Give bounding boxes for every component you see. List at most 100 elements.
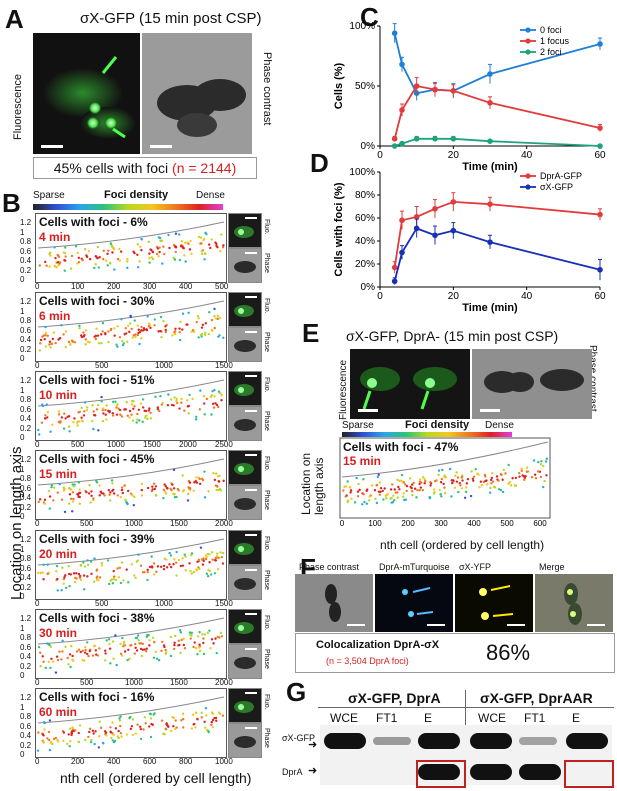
panel-e-density-colorbar bbox=[342, 432, 512, 437]
y-tick-label: 0.8 bbox=[20, 633, 32, 642]
y-tick-label: 1.2 bbox=[20, 376, 32, 385]
y-tick-label: 0.4 bbox=[20, 335, 32, 344]
scatter-point bbox=[382, 498, 385, 501]
legend-label: 2 foci bbox=[540, 47, 562, 57]
y-tick-label: 20% bbox=[355, 259, 375, 270]
highlight-box bbox=[416, 760, 466, 788]
panel-f-coloc-title: Colocalization DprA-σX bbox=[316, 639, 440, 651]
panel-g-lane-0: WCE bbox=[330, 711, 358, 725]
series-line bbox=[393, 200, 601, 268]
y-tick-label: 60% bbox=[355, 213, 375, 224]
y-tick-label: 0.8 bbox=[20, 237, 32, 246]
y-tick-label: 0.6 bbox=[20, 246, 32, 256]
row-time: 6 min bbox=[39, 309, 71, 323]
row-time: 20 min bbox=[39, 547, 78, 561]
y-tick-label: 0.2 bbox=[20, 502, 32, 512]
data-point bbox=[391, 136, 398, 142]
scatter-point bbox=[501, 490, 505, 494]
row-phase-thumbnail bbox=[228, 723, 262, 758]
scatter-point bbox=[346, 480, 349, 483]
x-tick-label: 1000 bbox=[125, 519, 143, 528]
panel-a-phase-image bbox=[142, 33, 252, 154]
y-tick-label: 1 bbox=[20, 306, 25, 316]
panel-b-row-1: Cells with foci - 30% 6 min bbox=[35, 292, 227, 362]
scatter-point bbox=[362, 478, 365, 481]
phase-cells-graphic bbox=[150, 79, 246, 148]
x-tick-label: 1500 bbox=[143, 440, 161, 449]
scatter-point bbox=[539, 475, 543, 479]
scatter-point bbox=[537, 470, 540, 473]
scatter-point bbox=[383, 487, 386, 490]
x-tick-label: 300 bbox=[143, 282, 157, 291]
row-fluo-thumbnail bbox=[228, 450, 262, 485]
scatter-point bbox=[474, 468, 477, 471]
y-tick-label: 0.4 bbox=[20, 493, 32, 502]
scatter-point bbox=[402, 481, 406, 484]
blot-band bbox=[418, 764, 460, 780]
scatter-point bbox=[500, 473, 503, 477]
y-tick-label: 0.8 bbox=[20, 474, 32, 483]
row-scatter bbox=[37, 221, 225, 272]
scatter-point bbox=[520, 467, 523, 470]
data-point bbox=[399, 107, 405, 113]
scatter-point bbox=[518, 475, 521, 478]
scatter-point bbox=[460, 487, 464, 490]
blot-band bbox=[470, 733, 512, 749]
scatter-point bbox=[464, 490, 468, 494]
panel-a-phase-label: Phase contrast bbox=[261, 52, 273, 126]
y-tick-label: 0.6 bbox=[20, 563, 32, 573]
scatter-point bbox=[379, 486, 383, 490]
fluo-thumb-graphic bbox=[234, 454, 257, 475]
panel-g-label: G bbox=[286, 677, 307, 707]
panel-e-x-label: nth cell (ordered by cell length) bbox=[380, 538, 545, 552]
x-tick-label: 1000 bbox=[155, 599, 173, 608]
scatter-point bbox=[365, 488, 369, 491]
scatter-point bbox=[367, 499, 371, 502]
y-tick-label: 40% bbox=[355, 236, 375, 247]
x-tick-label: 100 bbox=[71, 282, 85, 291]
scatter-point bbox=[349, 491, 352, 494]
data-point bbox=[413, 83, 420, 89]
panel-f-header-3: Merge bbox=[539, 562, 565, 572]
scatter-point bbox=[440, 477, 444, 481]
scatter-point bbox=[497, 488, 501, 491]
panel-g-row2-label: DprA bbox=[282, 767, 303, 777]
y-tick-label: 0.8 bbox=[20, 554, 32, 563]
data-point bbox=[399, 140, 405, 147]
panel-f-image-1 bbox=[375, 574, 453, 632]
scatter-point bbox=[521, 474, 524, 477]
legend-label: 0 foci bbox=[540, 25, 562, 35]
row-title: Cells with foci - 39% bbox=[39, 532, 155, 546]
x-tick-label: 300 bbox=[434, 519, 448, 527]
y-tick-label: 0.6 bbox=[20, 642, 32, 652]
scatter-point bbox=[377, 490, 381, 493]
x-tick-label: 60 bbox=[594, 291, 606, 302]
series-0 bbox=[391, 192, 603, 274]
x-tick-label: 2500 bbox=[215, 440, 233, 449]
x-tick-label: 1500 bbox=[215, 361, 233, 370]
scatter-point bbox=[489, 486, 492, 490]
panel-b-row-6: Cells with foci - 16% 60 min bbox=[35, 688, 227, 758]
y-tick-label: 0 bbox=[20, 354, 25, 363]
scatter-point bbox=[523, 478, 526, 482]
x-axis-label: Time (min) bbox=[462, 302, 518, 314]
scatter-point bbox=[418, 488, 421, 492]
scatter-point bbox=[374, 497, 377, 500]
scatter-point bbox=[457, 490, 460, 494]
scatter-point bbox=[393, 499, 396, 502]
y-tick-label: 0.8 bbox=[20, 316, 32, 325]
x-tick-label: 500 bbox=[95, 361, 109, 370]
y-tick-label: 0.8 bbox=[20, 395, 32, 404]
scatter-point bbox=[518, 471, 521, 475]
panel-d-label: D bbox=[310, 148, 329, 178]
x-tick-label: 0 bbox=[35, 599, 40, 608]
phase-thumb-graphic bbox=[234, 331, 257, 352]
f-micrograph-graphic bbox=[325, 584, 365, 626]
scatter-point bbox=[455, 471, 458, 474]
fluo-label: Fluo. bbox=[263, 377, 270, 393]
scatter-point bbox=[389, 497, 392, 500]
data-point bbox=[391, 264, 398, 271]
f-micrograph-graphic bbox=[479, 585, 525, 626]
legend-marker bbox=[525, 173, 531, 179]
scatter-point bbox=[440, 495, 443, 498]
